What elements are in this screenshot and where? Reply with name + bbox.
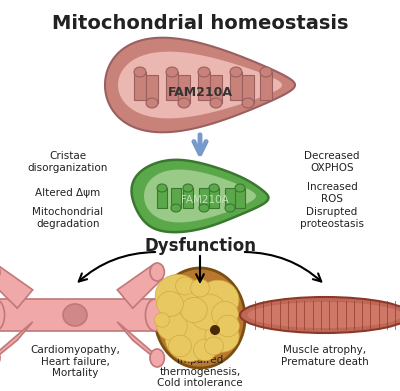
Ellipse shape — [225, 204, 235, 212]
Text: Mitochondrial homeostasis: Mitochondrial homeostasis — [52, 14, 348, 33]
Ellipse shape — [165, 315, 215, 361]
Ellipse shape — [157, 312, 187, 341]
Ellipse shape — [157, 184, 167, 192]
Polygon shape — [118, 52, 282, 118]
Ellipse shape — [212, 301, 238, 326]
Ellipse shape — [199, 204, 209, 212]
Text: Altered Δψm: Altered Δψm — [35, 188, 101, 198]
Ellipse shape — [235, 184, 245, 192]
Ellipse shape — [134, 67, 146, 77]
Text: Impaired
thermogenesis,
Cold intolerance: Impaired thermogenesis, Cold intolerance — [157, 355, 243, 388]
Polygon shape — [132, 160, 268, 232]
Ellipse shape — [183, 184, 193, 192]
Ellipse shape — [176, 277, 194, 295]
Polygon shape — [0, 299, 155, 331]
Ellipse shape — [169, 335, 192, 357]
Text: Increased
ROS: Increased ROS — [307, 182, 357, 204]
Ellipse shape — [0, 299, 5, 331]
Polygon shape — [242, 75, 254, 103]
Text: Disrupted
proteostasis: Disrupted proteostasis — [300, 207, 364, 229]
Ellipse shape — [150, 349, 164, 367]
Polygon shape — [183, 188, 193, 208]
Ellipse shape — [260, 67, 272, 77]
Text: Cardiomyopathy,
Heart failure,
Mortality: Cardiomyopathy, Heart failure, Mortality — [30, 345, 120, 378]
Polygon shape — [171, 188, 181, 208]
Ellipse shape — [230, 67, 242, 77]
Ellipse shape — [171, 204, 181, 212]
Ellipse shape — [150, 263, 164, 281]
Ellipse shape — [210, 98, 222, 108]
Ellipse shape — [209, 184, 219, 192]
Polygon shape — [157, 188, 167, 208]
Ellipse shape — [155, 274, 201, 317]
Polygon shape — [105, 38, 295, 132]
Text: Mitochondrial
degradation: Mitochondrial degradation — [32, 207, 104, 229]
Ellipse shape — [197, 280, 239, 320]
Polygon shape — [117, 322, 162, 364]
Polygon shape — [198, 72, 210, 100]
Polygon shape — [260, 72, 272, 100]
Ellipse shape — [181, 298, 207, 323]
Ellipse shape — [242, 98, 254, 108]
Text: Decreased
OXPHOS: Decreased OXPHOS — [304, 151, 360, 173]
Ellipse shape — [194, 339, 216, 361]
Ellipse shape — [155, 268, 245, 368]
Polygon shape — [146, 75, 158, 103]
Polygon shape — [144, 170, 256, 222]
Polygon shape — [0, 322, 33, 364]
Polygon shape — [225, 188, 235, 208]
Ellipse shape — [166, 67, 178, 77]
Ellipse shape — [240, 297, 400, 333]
Text: FAM210A: FAM210A — [181, 195, 229, 205]
Ellipse shape — [178, 98, 190, 108]
Ellipse shape — [210, 325, 220, 335]
Polygon shape — [178, 75, 190, 103]
Ellipse shape — [189, 294, 227, 330]
Polygon shape — [199, 188, 209, 208]
Ellipse shape — [154, 313, 170, 327]
Polygon shape — [209, 188, 219, 208]
Ellipse shape — [63, 304, 87, 326]
Text: Cristae
disorganization: Cristae disorganization — [28, 151, 108, 173]
Ellipse shape — [157, 291, 183, 317]
Ellipse shape — [190, 279, 210, 297]
Ellipse shape — [248, 302, 400, 328]
Ellipse shape — [198, 67, 210, 77]
Text: Muscle atrophy,
Premature death: Muscle atrophy, Premature death — [281, 345, 369, 367]
Ellipse shape — [204, 337, 224, 355]
Polygon shape — [0, 265, 33, 308]
Ellipse shape — [217, 315, 239, 337]
Text: Dysfunction: Dysfunction — [144, 237, 256, 255]
Polygon shape — [117, 265, 162, 308]
Polygon shape — [230, 72, 242, 100]
Ellipse shape — [205, 320, 239, 352]
Polygon shape — [235, 188, 245, 208]
Ellipse shape — [146, 98, 158, 108]
Polygon shape — [134, 72, 146, 100]
Ellipse shape — [146, 299, 165, 331]
Polygon shape — [210, 75, 222, 103]
Polygon shape — [166, 72, 178, 100]
Text: FAM210A: FAM210A — [168, 86, 232, 99]
